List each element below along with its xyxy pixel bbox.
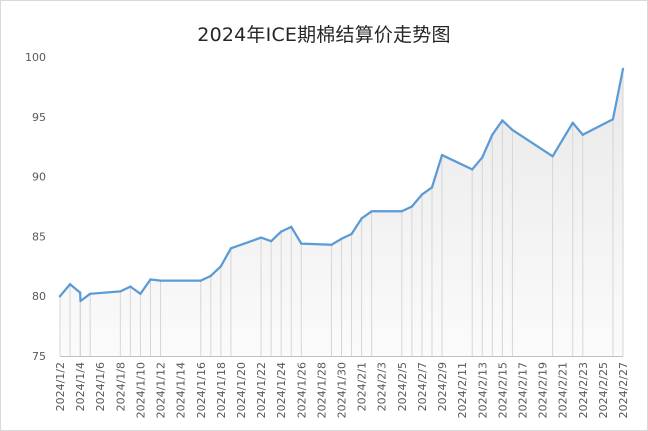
- x-tick-label: 2024/2/15: [496, 362, 509, 418]
- data-point: [88, 292, 92, 296]
- data-point: [360, 217, 363, 220]
- y-tick-label: 85: [32, 230, 46, 243]
- data-point: [330, 243, 333, 246]
- x-tick-label: 2024/2/7: [416, 362, 429, 411]
- data-point: [269, 239, 273, 243]
- x-tick-label: 2024/2/21: [557, 362, 570, 418]
- data-point: [129, 285, 132, 288]
- data-point: [68, 283, 72, 286]
- x-tick-label: 2024/1/14: [175, 362, 188, 418]
- x-tick-label: 2024/1/22: [255, 362, 268, 418]
- data-point: [511, 128, 514, 132]
- data-point: [219, 265, 223, 268]
- x-tick-label: 2024/2/25: [597, 362, 610, 418]
- x-tick-label: 2024/1/8: [114, 362, 127, 411]
- data-point: [551, 155, 554, 158]
- data-point: [420, 193, 424, 196]
- y-tick-label: 80: [32, 290, 46, 303]
- x-tick-label: 2024/2/13: [476, 362, 489, 418]
- data-point: [430, 186, 434, 189]
- x-tick-label: 2024/1/28: [315, 362, 328, 418]
- data-point: [149, 278, 152, 281]
- y-tick-label: 100: [25, 51, 46, 64]
- x-tick-label: 2024/2/1: [356, 362, 369, 411]
- data-point: [209, 274, 212, 278]
- data-point: [410, 205, 414, 208]
- data-point: [581, 133, 584, 136]
- data-point: [300, 242, 303, 245]
- data-point: [501, 119, 504, 122]
- x-tick-label: 2024/1/30: [336, 362, 349, 418]
- data-point: [370, 210, 373, 213]
- data-point: [571, 121, 574, 124]
- y-tick-label: 90: [32, 171, 46, 184]
- data-point: [400, 210, 404, 213]
- data-point: [79, 299, 82, 303]
- data-point: [279, 230, 283, 233]
- x-tick-label: 2024/1/10: [134, 362, 147, 418]
- data-point: [78, 291, 82, 294]
- data-point: [259, 236, 263, 239]
- x-tick-label: 2024/2/23: [577, 362, 590, 418]
- data-point: [139, 292, 142, 296]
- data-point: [58, 295, 62, 298]
- x-tick-label: 2024/1/18: [215, 362, 228, 418]
- x-tick-label: 2024/2/19: [537, 362, 550, 418]
- x-tick-label: 2024/2/27: [617, 362, 630, 418]
- data-point: [611, 117, 615, 121]
- data-point: [481, 156, 484, 159]
- x-tick-label: 2024/1/20: [235, 362, 248, 418]
- x-tick-label: 2024/1/4: [74, 362, 87, 411]
- x-tick-label: 2024/2/5: [396, 362, 409, 411]
- data-point: [491, 133, 494, 136]
- x-tick-label: 2024/1/24: [275, 362, 288, 418]
- data-point: [290, 225, 293, 229]
- chart-title: 2024年ICE期棉结算价走势图: [197, 24, 451, 46]
- data-point: [471, 168, 474, 171]
- data-point: [159, 279, 162, 282]
- data-point: [621, 67, 625, 71]
- x-tick-label: 2024/1/16: [195, 362, 208, 418]
- data-point: [229, 247, 233, 250]
- x-tick-label: 2024/1/12: [155, 362, 168, 418]
- x-tick-label: 2024/1/26: [295, 362, 308, 418]
- data-point: [440, 153, 444, 157]
- data-point: [199, 279, 202, 282]
- y-tick-label: 95: [32, 111, 46, 124]
- data-point: [340, 237, 343, 240]
- data-point: [350, 232, 353, 236]
- x-tick-label: 2024/2/17: [516, 362, 529, 418]
- x-tick-label: 2024/1/2: [54, 362, 67, 411]
- x-tick-label: 2024/2/11: [456, 362, 469, 418]
- x-tick-label: 2024/2/9: [436, 362, 449, 411]
- y-tick-label: 75: [32, 350, 46, 363]
- x-tick-label: 2024/2/3: [376, 362, 389, 411]
- data-point: [119, 290, 122, 293]
- x-tick-label: 2024/1/6: [94, 362, 107, 411]
